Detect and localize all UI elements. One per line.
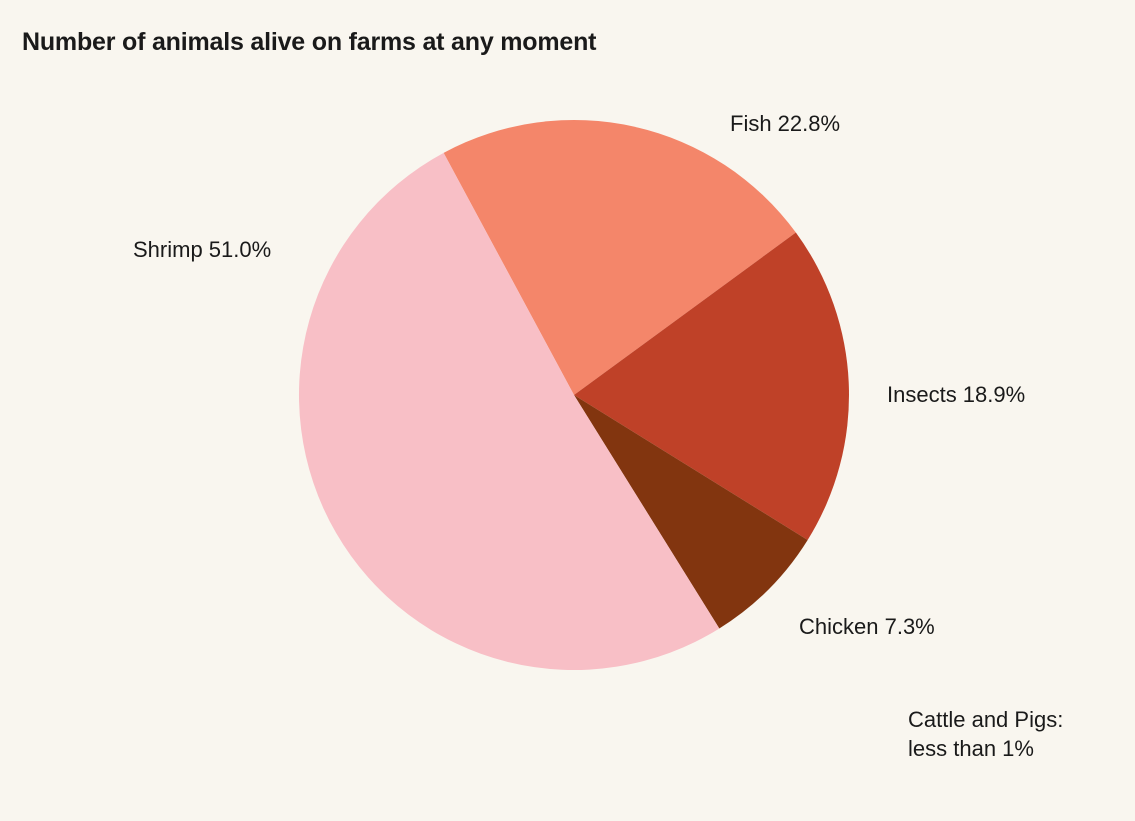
note-line-1: Cattle and Pigs:: [908, 707, 1064, 732]
slice-label-fish: Fish 22.8%: [730, 111, 840, 136]
note-line-2: less than 1%: [908, 736, 1034, 761]
chart-title: Number of animals alive on farms at any …: [22, 28, 597, 56]
pie-slice-fish: [443, 120, 796, 396]
slice-label-chicken: Chicken 7.3%: [799, 614, 935, 639]
slice-label-insects: Insects 18.9%: [887, 382, 1025, 407]
slice-label-shrimp: Shrimp 51.0%: [133, 237, 271, 262]
cattle-pigs-note: Cattle and Pigs: less than 1%: [908, 705, 1128, 763]
pie-slice-shrimp: [298, 152, 720, 671]
pie-slice-insects: [574, 232, 849, 540]
pie-slice-chicken: [574, 395, 808, 629]
pie-slices: [298, 120, 849, 671]
